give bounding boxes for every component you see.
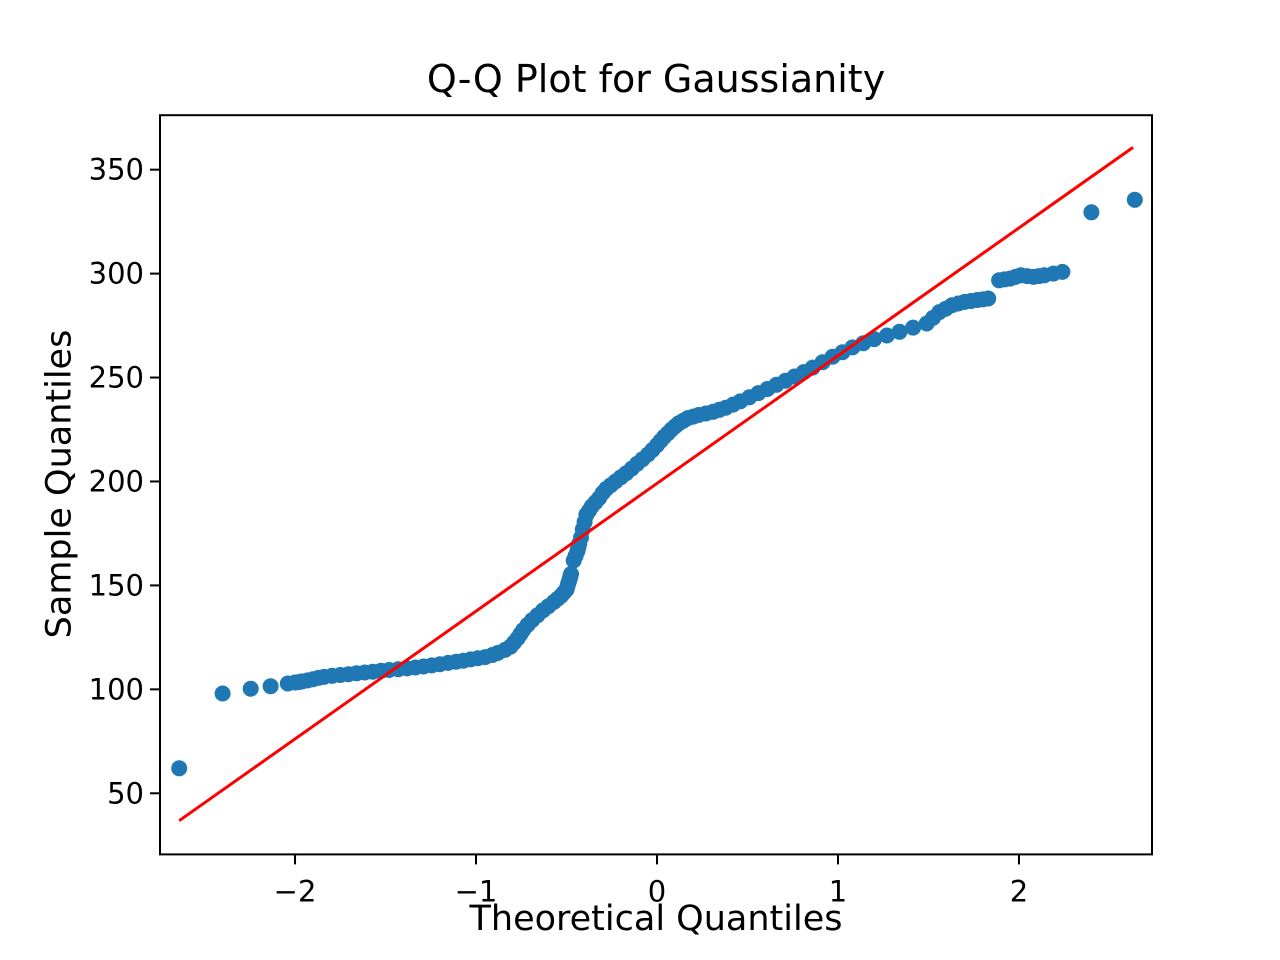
data-point: [866, 331, 883, 348]
data-point: [171, 760, 188, 777]
fit-line: [178, 146, 1134, 822]
data-point: [878, 327, 895, 344]
y-tick-label: 250: [89, 361, 144, 395]
y-tick-label: 150: [89, 568, 144, 602]
data-point: [891, 323, 908, 340]
x-tick-label: 0: [648, 874, 666, 908]
x-tick-label: 2: [1010, 874, 1028, 908]
data-point: [563, 566, 579, 582]
y-tick-label: 200: [89, 464, 144, 498]
x-tick-label: 1: [829, 874, 847, 908]
x-tick-label: −1: [455, 874, 498, 908]
scatter-series: [171, 191, 1143, 777]
data-point: [262, 678, 279, 695]
y-tick-label: 100: [89, 672, 144, 706]
data-point: [980, 290, 997, 307]
y-axis-ticks: 50 100 150 200 250 300 350: [89, 153, 160, 810]
data-point: [242, 680, 259, 697]
x-tick-label: −2: [274, 874, 317, 908]
x-axis-ticks: −2 −1 0 1 2: [274, 854, 1028, 908]
y-tick-label: 300: [89, 257, 144, 291]
chart-title: Q-Q Plot for Gaussianity: [426, 57, 886, 101]
data-point: [1054, 263, 1071, 280]
data-point: [905, 319, 922, 336]
x-axis-label: Theoretical Quantiles: [469, 899, 843, 939]
data-point: [1126, 191, 1143, 208]
data-point: [214, 685, 231, 702]
data-point: [1083, 204, 1100, 221]
y-tick-label: 350: [89, 153, 144, 187]
y-tick-label: 50: [107, 776, 144, 810]
